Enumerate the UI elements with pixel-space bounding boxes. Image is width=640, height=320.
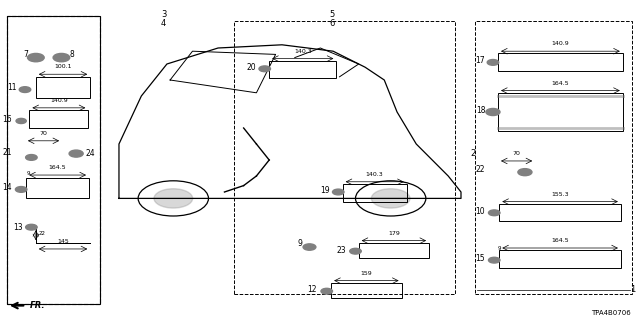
- Text: 164.5: 164.5: [49, 165, 67, 170]
- Bar: [7, 16, 100, 304]
- Circle shape: [16, 118, 26, 124]
- Text: 140.9: 140.9: [552, 41, 570, 46]
- Text: 5: 5: [329, 10, 335, 19]
- Text: 6: 6: [329, 19, 335, 28]
- Circle shape: [487, 60, 499, 65]
- Bar: [36, 77, 90, 98]
- Text: 22: 22: [39, 231, 46, 236]
- Bar: [332, 283, 401, 298]
- Circle shape: [154, 189, 193, 208]
- Circle shape: [69, 150, 83, 157]
- Text: 13: 13: [13, 223, 23, 232]
- Bar: [343, 184, 406, 202]
- Text: 8: 8: [70, 50, 74, 59]
- Circle shape: [26, 224, 37, 230]
- Text: 2: 2: [470, 149, 476, 158]
- Text: 70: 70: [40, 131, 47, 136]
- Circle shape: [321, 288, 333, 294]
- Text: 3: 3: [161, 10, 166, 19]
- Text: 159: 159: [360, 271, 372, 276]
- Text: 16: 16: [3, 115, 12, 124]
- Circle shape: [19, 87, 31, 92]
- Text: 17: 17: [476, 56, 485, 65]
- Circle shape: [53, 53, 70, 62]
- Text: 22: 22: [476, 165, 485, 174]
- Circle shape: [488, 257, 500, 263]
- Text: 70: 70: [513, 151, 520, 156]
- Text: 155.3: 155.3: [551, 192, 569, 197]
- Bar: [499, 204, 621, 221]
- Bar: [29, 110, 88, 128]
- Text: 24: 24: [85, 149, 95, 158]
- Text: 9: 9: [298, 239, 303, 248]
- Bar: [26, 178, 89, 198]
- Bar: [475, 21, 632, 294]
- Bar: [7, 16, 100, 304]
- Text: 20: 20: [247, 63, 257, 72]
- Text: 10: 10: [476, 207, 485, 216]
- Circle shape: [349, 248, 361, 254]
- Text: 164.5: 164.5: [551, 238, 569, 243]
- Text: 14: 14: [3, 183, 12, 192]
- Text: 4: 4: [161, 19, 166, 28]
- Bar: [499, 250, 621, 268]
- Circle shape: [303, 244, 316, 250]
- Circle shape: [371, 189, 410, 208]
- Text: 21: 21: [3, 148, 12, 156]
- Circle shape: [333, 189, 344, 195]
- Text: FR.: FR.: [29, 301, 45, 310]
- Bar: [358, 243, 429, 258]
- Text: 164.5: 164.5: [552, 81, 569, 86]
- Text: 11: 11: [7, 83, 17, 92]
- Text: 23: 23: [336, 246, 346, 255]
- Text: 179: 179: [388, 231, 400, 236]
- Text: 12: 12: [308, 285, 317, 294]
- Text: 18: 18: [476, 106, 485, 115]
- Text: 9: 9: [26, 172, 30, 176]
- Text: 15: 15: [476, 254, 485, 263]
- Circle shape: [518, 169, 532, 176]
- Text: 140.9: 140.9: [50, 98, 68, 103]
- Text: 1: 1: [630, 285, 636, 294]
- Bar: [498, 93, 623, 131]
- Circle shape: [486, 108, 500, 116]
- Text: TPA4B0706: TPA4B0706: [591, 310, 630, 316]
- Bar: [269, 61, 337, 78]
- Circle shape: [488, 210, 500, 216]
- Circle shape: [28, 53, 44, 62]
- Text: 100.1: 100.1: [54, 64, 72, 69]
- Circle shape: [26, 155, 37, 160]
- Text: 145: 145: [57, 239, 69, 244]
- Circle shape: [259, 66, 271, 72]
- Text: 140.3: 140.3: [366, 172, 383, 177]
- Text: 7: 7: [23, 50, 28, 59]
- Bar: [498, 53, 623, 71]
- Circle shape: [15, 187, 27, 192]
- Text: 19: 19: [320, 186, 330, 195]
- Bar: [234, 21, 454, 294]
- Text: 140.3: 140.3: [294, 49, 312, 54]
- Text: 9: 9: [498, 246, 502, 251]
